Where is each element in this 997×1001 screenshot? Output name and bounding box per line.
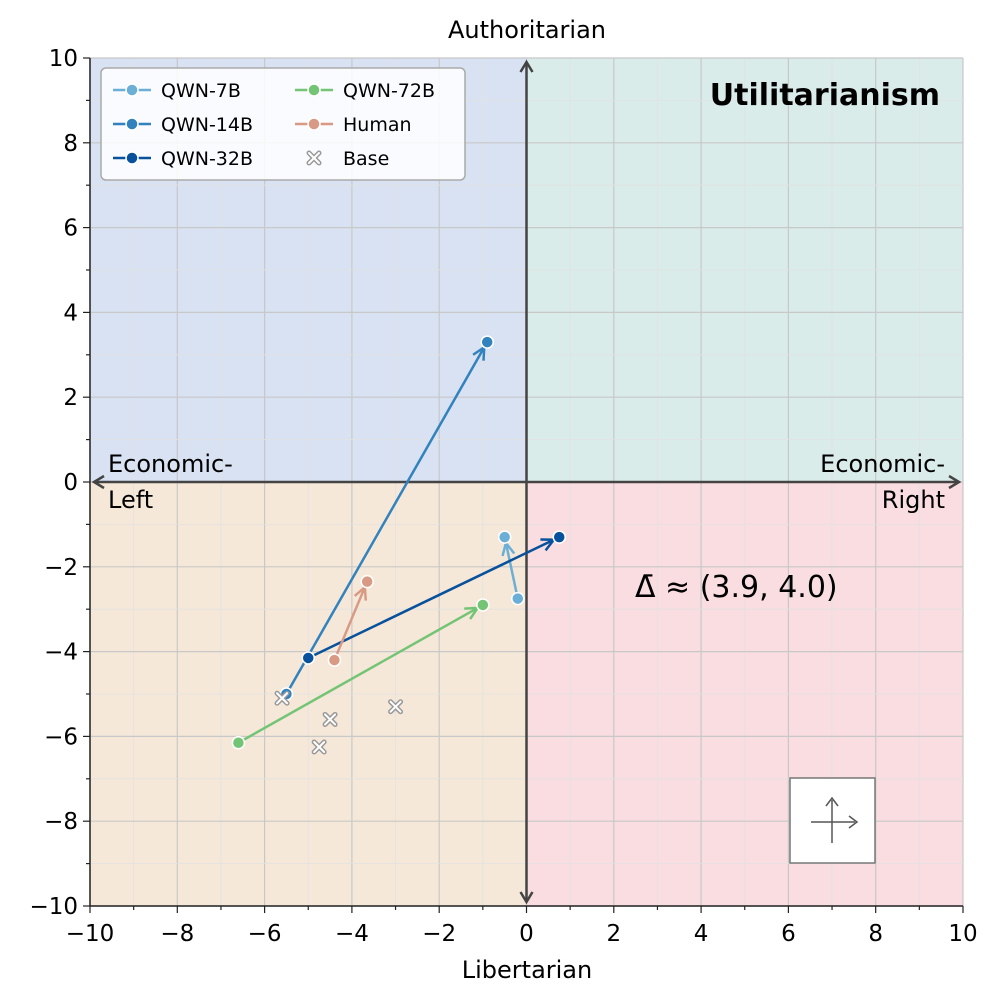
panel-title: Utilitarianism bbox=[710, 78, 940, 113]
x-tick-label: 2 bbox=[606, 921, 621, 947]
inset-up-arrowhead-icon bbox=[825, 796, 839, 807]
legend-label: QWN-14B bbox=[161, 114, 253, 136]
legend-marker bbox=[125, 83, 139, 97]
x-tick-label: −2 bbox=[422, 921, 456, 947]
economic-left-label-line1: Economic- bbox=[108, 450, 233, 478]
base-stroke-inner bbox=[324, 713, 337, 726]
series-qwn-32b bbox=[301, 530, 566, 665]
legend-item-qwn-72b: QWN-72B bbox=[295, 80, 435, 102]
economic-right-label-line2: Right bbox=[882, 486, 945, 514]
inset-right-arrowhead-icon bbox=[848, 815, 859, 829]
left-arrowhead-icon bbox=[91, 474, 105, 490]
x-tick-label: −6 bbox=[248, 921, 282, 947]
economic-right-label-line1: Economic- bbox=[820, 450, 945, 478]
y-tick-label: −6 bbox=[44, 724, 78, 750]
direction-inset bbox=[789, 777, 876, 864]
legend-box bbox=[100, 67, 466, 181]
x-tick-label: −8 bbox=[160, 921, 194, 947]
y-tick-label: 2 bbox=[63, 385, 78, 411]
economic-left-label-line2: Left bbox=[108, 486, 153, 514]
series-arrows bbox=[231, 335, 566, 750]
up-arrowhead-icon bbox=[519, 59, 534, 73]
series-line bbox=[285, 346, 486, 695]
center-axes bbox=[91, 59, 962, 905]
series-start-point bbox=[327, 653, 342, 667]
series-start-point bbox=[301, 651, 315, 665]
series-start-point bbox=[511, 591, 525, 606]
series-line bbox=[504, 542, 519, 599]
y-tick-label: 10 bbox=[49, 46, 78, 72]
base-point bbox=[322, 711, 338, 727]
y-tick-label: −4 bbox=[44, 640, 78, 666]
legend-marker bbox=[125, 151, 139, 165]
base-point bbox=[311, 739, 327, 755]
legend-marker bbox=[307, 117, 321, 131]
base-markers bbox=[274, 690, 404, 755]
y-tick-label: 6 bbox=[63, 216, 78, 242]
x-tick-label: −4 bbox=[335, 921, 369, 947]
y-tick-label: −10 bbox=[29, 894, 78, 920]
mean-delta-annotation: Δ̄ ≈ (3.9, 4.0) bbox=[635, 570, 838, 605]
x-tick-label: 10 bbox=[948, 921, 977, 947]
legend-label: Human bbox=[343, 114, 412, 136]
series-end-point bbox=[480, 335, 494, 349]
legend-label: QWN-32B bbox=[161, 148, 253, 170]
x-tick-label: 6 bbox=[781, 921, 796, 947]
base-stroke-inner bbox=[313, 741, 326, 753]
series-line bbox=[333, 586, 367, 661]
x-tick-label: 8 bbox=[868, 921, 883, 947]
legend-label: Base bbox=[343, 148, 389, 170]
series-line bbox=[237, 606, 479, 744]
legend-item-base: Base bbox=[306, 148, 389, 170]
base-stroke-inner bbox=[389, 700, 402, 713]
series-end-point bbox=[360, 574, 374, 589]
legend-marker bbox=[307, 83, 321, 97]
y-tick-label: 8 bbox=[63, 131, 78, 157]
x-tick-label: −10 bbox=[66, 921, 115, 947]
legend-item-qwn-7b: QWN-7B bbox=[113, 80, 241, 102]
series-human bbox=[327, 574, 374, 667]
series-end-point bbox=[552, 530, 566, 544]
series-end-point bbox=[497, 530, 512, 544]
legend-marker bbox=[125, 117, 139, 131]
series-line bbox=[307, 538, 555, 660]
legend-item-human: Human bbox=[295, 114, 412, 136]
y-tick-label: 4 bbox=[63, 300, 78, 326]
y-tick-label: −8 bbox=[44, 809, 78, 835]
down-arrowhead-icon bbox=[519, 891, 534, 905]
base-stroke-inner bbox=[276, 692, 289, 705]
axis-ticks: −10 −8 −6 −4 −2 0 2 4 6 8 10 −10 −8 −6 −4 −2 0 2 4 6 8 10 bbox=[29, 46, 977, 947]
series-qwn-72b bbox=[231, 598, 490, 750]
x-axis-title: Libertarian bbox=[462, 956, 592, 984]
legend-item-qwn-32b: QWN-32B bbox=[113, 148, 253, 170]
base-point bbox=[274, 690, 290, 706]
right-arrowhead-icon bbox=[948, 474, 962, 490]
legend-label: QWN-7B bbox=[161, 80, 241, 102]
series-end-point bbox=[476, 598, 490, 612]
series-qwn-7b bbox=[497, 530, 525, 606]
base-point bbox=[388, 699, 404, 715]
y-tick-label: −2 bbox=[44, 555, 78, 581]
series-start-point bbox=[231, 736, 246, 750]
legend-item-qwn-14b: QWN-14B bbox=[113, 114, 253, 136]
legend-base-marker-icon bbox=[306, 150, 322, 166]
legend: QWN-7B QWN-14B QWN-32B QWN-72B Human Base bbox=[100, 67, 466, 181]
base-stroke-inner bbox=[308, 152, 320, 164]
y-tick-label: 0 bbox=[63, 470, 78, 496]
y-axis-title-top: Authoritarian bbox=[448, 16, 606, 44]
legend-label: QWN-72B bbox=[343, 80, 435, 102]
x-tick-label: 0 bbox=[519, 921, 534, 947]
x-tick-label: 4 bbox=[694, 921, 709, 947]
